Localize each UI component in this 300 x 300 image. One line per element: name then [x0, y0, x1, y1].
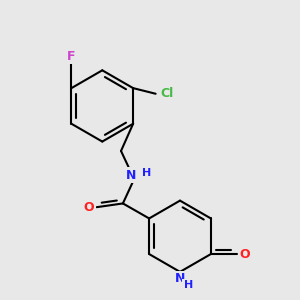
- Text: F: F: [67, 50, 76, 63]
- Text: H: H: [142, 168, 151, 178]
- Text: Cl: Cl: [160, 87, 173, 100]
- Text: H: H: [184, 280, 193, 290]
- Text: N: N: [126, 169, 136, 182]
- Text: O: O: [239, 248, 250, 261]
- Text: O: O: [84, 201, 94, 214]
- Text: N: N: [175, 272, 185, 285]
